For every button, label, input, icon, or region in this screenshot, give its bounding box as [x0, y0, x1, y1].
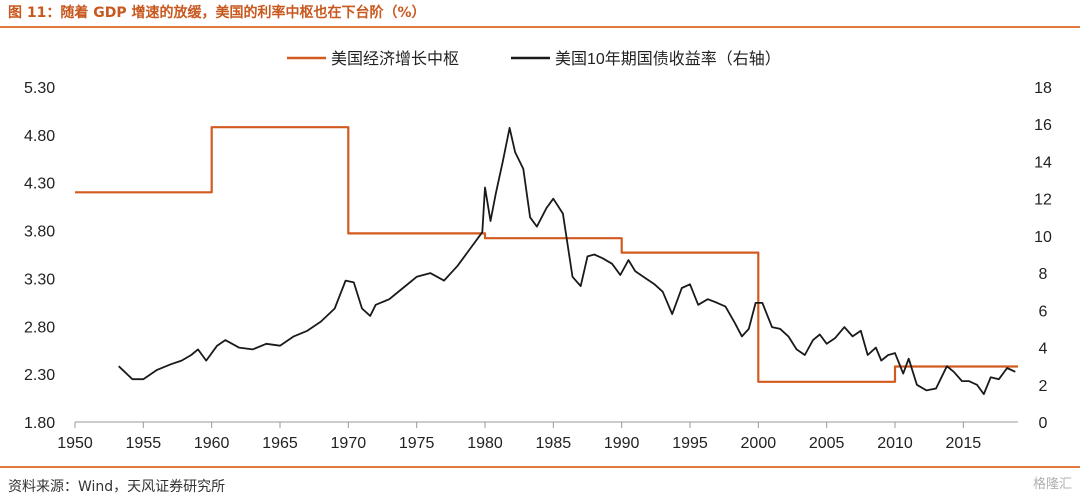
y-right-tick-label: 14 — [1034, 154, 1052, 171]
y-left-tick-label: 2.30 — [24, 367, 55, 384]
x-tick-label: 1985 — [536, 435, 572, 452]
footer-divider — [0, 466, 1080, 468]
y-left-tick-label: 4.80 — [24, 128, 55, 145]
x-tick-label: 1970 — [331, 435, 367, 452]
y-right-tick-label: 18 — [1034, 80, 1052, 97]
source-note: 资料来源：Wind，天风证券研究所 — [8, 479, 226, 495]
y-right-tick-label: 12 — [1034, 192, 1052, 209]
x-tick-label: 2005 — [809, 435, 845, 452]
y-right-tick-label: 0 — [1039, 415, 1048, 432]
series-line-yield — [118, 127, 1016, 395]
x-tick-label: 2015 — [946, 435, 982, 452]
y-left-tick-label: 4.30 — [24, 176, 55, 193]
x-tick-label: 1975 — [399, 435, 435, 452]
y-left-tick-label: 3.30 — [24, 271, 55, 288]
y-right-tick-label: 2 — [1039, 378, 1048, 395]
watermark-logo: 格隆汇 — [1032, 477, 1072, 492]
series-line-growth — [75, 126, 1018, 383]
y-left-tick-label: 2.80 — [24, 319, 55, 336]
x-tick-label: 1990 — [604, 435, 640, 452]
y-left-tick-label: 1.80 — [24, 415, 55, 432]
y-left-tick-label: 3.80 — [24, 224, 55, 241]
x-tick-label: 1995 — [672, 435, 708, 452]
x-tick-label: 1960 — [194, 435, 230, 452]
legend-label-yield: 美国10年期国债收益率（右轴） — [555, 50, 781, 68]
x-tick-label: 2010 — [877, 435, 913, 452]
chart-title: 图 11：随着 GDP 增速的放缓，美国的利率中枢也在下台阶（%） — [8, 5, 426, 21]
y-right-tick-label: 16 — [1034, 117, 1052, 134]
x-tick-label: 1955 — [126, 435, 162, 452]
y-right-tick-label: 8 — [1039, 266, 1048, 283]
y-right-tick-label: 10 — [1034, 229, 1052, 246]
x-tick-label: 1950 — [57, 435, 93, 452]
legend-label-growth: 美国经济增长中枢 — [331, 50, 459, 68]
x-tick-label: 2000 — [741, 435, 777, 452]
y-right-tick-label: 4 — [1039, 341, 1048, 358]
legend: 美国经济增长中枢 美国10年期国债收益率（右轴） — [287, 50, 781, 68]
y-right-tick-label: 6 — [1039, 303, 1048, 320]
y-left-tick-label: 5.30 — [24, 80, 55, 97]
title-divider — [0, 26, 1080, 28]
x-tick-label: 1980 — [467, 435, 503, 452]
x-tick-label: 1965 — [262, 435, 298, 452]
